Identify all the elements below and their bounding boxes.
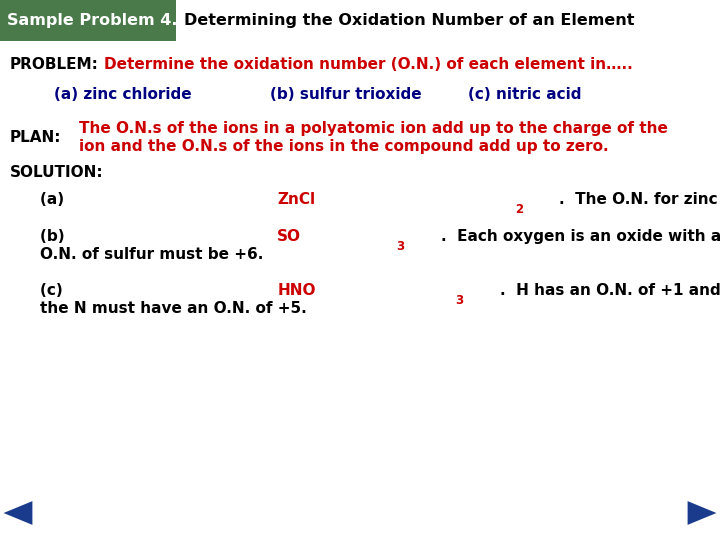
Polygon shape bbox=[688, 501, 716, 525]
Text: PLAN:: PLAN: bbox=[10, 130, 62, 145]
Text: (a) zinc chloride: (a) zinc chloride bbox=[54, 87, 192, 102]
Text: .  Each oxygen is an oxide with an O.N. of -2.  Therefore the: . Each oxygen is an oxide with an O.N. o… bbox=[441, 229, 720, 244]
Text: 3: 3 bbox=[455, 294, 464, 307]
Text: 2: 2 bbox=[515, 203, 523, 216]
Text: (c): (c) bbox=[40, 283, 68, 298]
Text: SO: SO bbox=[277, 229, 301, 244]
Text: (b): (b) bbox=[40, 229, 69, 244]
Text: (c) nitric acid: (c) nitric acid bbox=[468, 87, 582, 102]
Text: The O.N.s of the ions in a polyatomic ion add up to the charge of the: The O.N.s of the ions in a polyatomic io… bbox=[79, 121, 668, 136]
Text: (b) sulfur trioxide: (b) sulfur trioxide bbox=[270, 87, 422, 102]
Text: the N must have an O.N. of +5.: the N must have an O.N. of +5. bbox=[40, 301, 306, 316]
Text: SOLUTION:: SOLUTION: bbox=[10, 165, 104, 180]
Text: .  H has an O.N. of +1 and each oxygen is -2.  Therefore: . H has an O.N. of +1 and each oxygen is… bbox=[500, 283, 720, 298]
Text: O.N. of sulfur must be +6.: O.N. of sulfur must be +6. bbox=[40, 247, 263, 262]
Text: ZnCl: ZnCl bbox=[277, 192, 315, 207]
FancyBboxPatch shape bbox=[0, 0, 176, 40]
Text: Determining the Oxidation Number of an Element: Determining the Oxidation Number of an E… bbox=[184, 13, 634, 28]
Text: (a): (a) bbox=[40, 192, 69, 207]
Polygon shape bbox=[4, 501, 32, 525]
Text: HNO: HNO bbox=[277, 283, 315, 298]
Text: 3: 3 bbox=[396, 240, 404, 253]
Text: PROBLEM:: PROBLEM: bbox=[10, 57, 99, 72]
Text: .  The O.N. for zinc is +2 and that for chloride is -1.: . The O.N. for zinc is +2 and that for c… bbox=[559, 192, 720, 207]
Text: Determine the oxidation number (O.N.) of each element in…..: Determine the oxidation number (O.N.) of… bbox=[104, 57, 633, 72]
Text: Sample Problem 4.6: Sample Problem 4.6 bbox=[7, 13, 189, 28]
Text: ion and the O.N.s of the ions in the compound add up to zero.: ion and the O.N.s of the ions in the com… bbox=[79, 139, 609, 154]
